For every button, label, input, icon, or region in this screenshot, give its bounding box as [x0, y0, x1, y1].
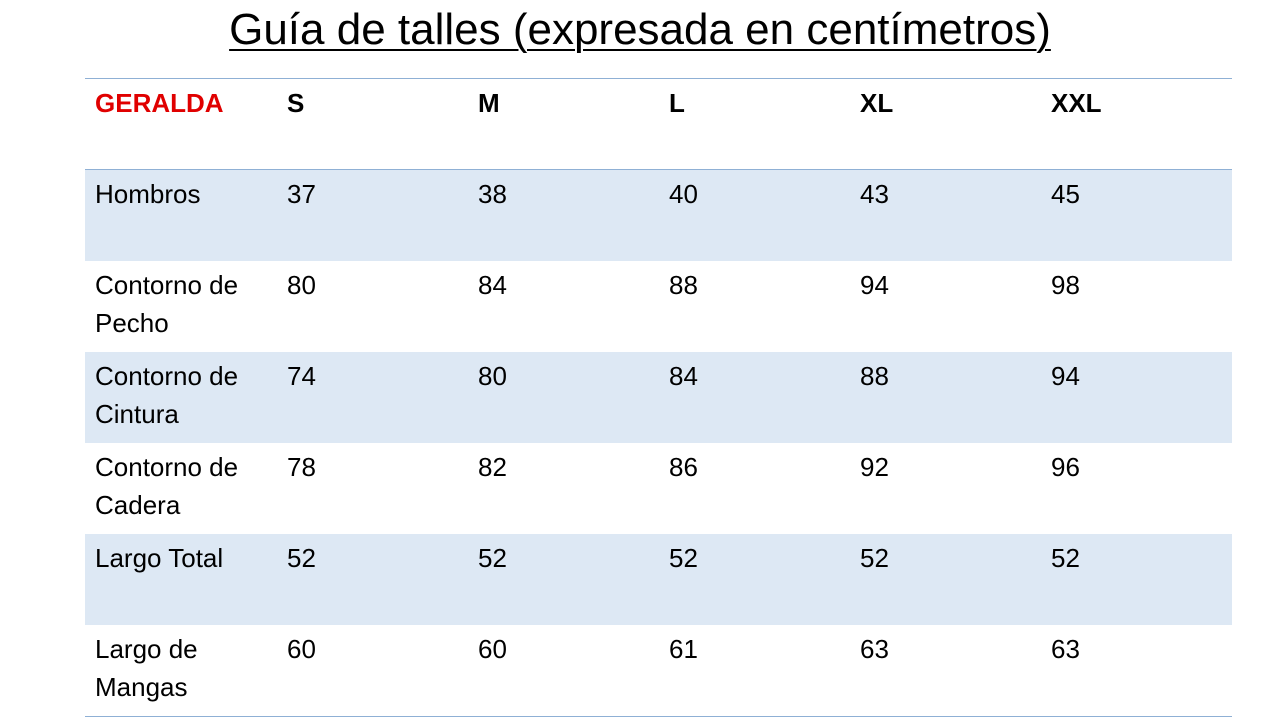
measure-value: 63 — [1041, 625, 1232, 717]
measure-value: 88 — [850, 352, 1041, 443]
table-head: GERALDA S M L XL XXL — [85, 78, 1232, 170]
measure-value: 84 — [659, 352, 850, 443]
table-row: Hombros 37 38 40 43 45 — [85, 169, 1232, 261]
measure-value: 63 — [850, 625, 1041, 717]
table-row: Contorno de Cadera 78 82 86 92 96 — [85, 443, 1232, 534]
table-row: Contorno de Cintura 74 80 84 88 94 — [85, 352, 1232, 443]
measure-value: 37 — [277, 169, 468, 261]
measure-value: 78 — [287, 452, 316, 482]
measure-value: 52 — [468, 534, 659, 625]
measure-value: 52 — [659, 534, 850, 625]
measure-value: 61 — [659, 625, 850, 717]
measure-value: 60 — [277, 625, 468, 717]
measure-label: Hombros — [85, 169, 277, 261]
brand-header: GERALDA — [85, 78, 277, 170]
table-body: Hombros 37 38 40 43 45 Contorno de Pecho 80 84 88… — [85, 169, 1232, 717]
measure-value: 45 — [1041, 169, 1232, 261]
measure-value: 52 — [1041, 534, 1232, 625]
measure-value: 88 — [669, 270, 698, 300]
size-header: L — [659, 78, 850, 170]
table-row: Contorno de Pecho 80 84 88 94 98 — [85, 261, 1232, 352]
measure-value: 84 — [478, 270, 507, 300]
header-row: GERALDA S M L XL XXL — [85, 78, 1232, 170]
measure-value: 94 — [1041, 352, 1232, 443]
table-row: Largo de Mangas 60 60 61 63 63 — [85, 625, 1232, 717]
measure-label: Contorno de Cadera — [95, 452, 239, 520]
measure-label: Contorno de Cintura — [85, 352, 277, 443]
measure-value: 40 — [659, 169, 850, 261]
size-header: M — [468, 78, 659, 170]
measure-label: Largo de Mangas — [85, 625, 277, 717]
size-table: GERALDA S M L XL XXL Hombros 37 38 40 43 45 Contorn… — [85, 78, 1232, 717]
measure-value: 52 — [850, 534, 1041, 625]
size-header: S — [277, 78, 468, 170]
measure-label: Contorno de Pecho — [95, 270, 239, 338]
size-header: XL — [850, 78, 1041, 170]
measure-value: 80 — [287, 270, 316, 300]
measure-value: 96 — [1051, 452, 1080, 482]
measure-value: 74 — [277, 352, 468, 443]
measure-value: 94 — [860, 270, 889, 300]
measure-value: 60 — [468, 625, 659, 717]
measure-value: 80 — [468, 352, 659, 443]
measure-label: Largo Total — [85, 534, 277, 625]
measure-value: 98 — [1051, 270, 1080, 300]
table-row: Largo Total 52 52 52 52 52 — [85, 534, 1232, 625]
measure-value: 86 — [669, 452, 698, 482]
measure-value: 92 — [860, 452, 889, 482]
title: Guía de talles (expresada en centímetros… — [229, 5, 1051, 54]
measure-value: 43 — [850, 169, 1041, 261]
measure-value: 38 — [468, 169, 659, 261]
measure-value: 52 — [277, 534, 468, 625]
measure-value: 82 — [478, 452, 507, 482]
size-header: XXL — [1041, 78, 1232, 170]
